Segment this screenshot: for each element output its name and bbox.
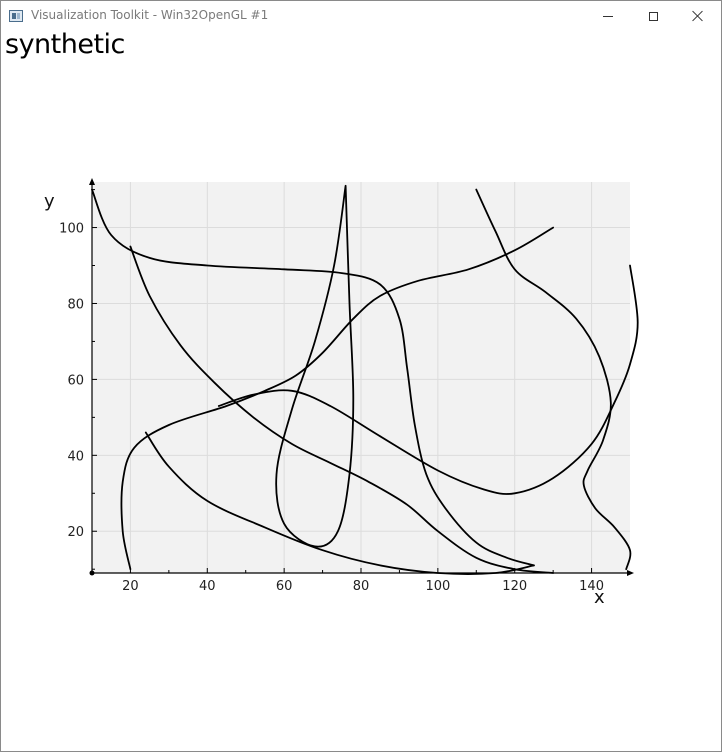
x-axis-arrow bbox=[627, 570, 634, 576]
axis-origin-dot bbox=[89, 570, 95, 576]
x-tick-label: 120 bbox=[502, 579, 527, 594]
x-tick-label: 100 bbox=[425, 579, 450, 594]
minimize-button[interactable] bbox=[585, 1, 631, 31]
y-tick-label: 80 bbox=[67, 297, 84, 312]
y-tick-label: 40 bbox=[67, 449, 84, 464]
y-axis-arrow bbox=[89, 178, 95, 185]
x-tick-label: 80 bbox=[353, 579, 370, 594]
minimize-icon bbox=[603, 15, 613, 17]
vtk-window-icon bbox=[9, 10, 23, 22]
y-axis-label: y bbox=[44, 191, 55, 212]
x-axis-label: x bbox=[594, 587, 605, 608]
series-line-1 bbox=[120, 226, 554, 571]
series-line-7 bbox=[475, 188, 632, 571]
x-tick-label: 20 bbox=[122, 579, 139, 594]
series-line-4 bbox=[275, 184, 355, 548]
title-bar[interactable]: Visualization Toolkit - Win32OpenGL #1 bbox=[1, 1, 721, 31]
maximize-icon bbox=[648, 11, 658, 21]
x-tick-label: 40 bbox=[199, 579, 216, 594]
series-line-6 bbox=[217, 264, 639, 495]
x-tick-label: 140 bbox=[579, 579, 604, 594]
y-tick-label: 60 bbox=[67, 373, 84, 388]
window-title: Visualization Toolkit - Win32OpenGL #1 bbox=[31, 8, 269, 22]
y-tick-label: 20 bbox=[67, 525, 84, 540]
chart-title: synthetic bbox=[5, 29, 125, 60]
x-tick-label: 60 bbox=[276, 579, 293, 594]
maximize-button[interactable] bbox=[630, 1, 676, 31]
series-line-5 bbox=[144, 431, 535, 575]
y-tick-label: 100 bbox=[59, 222, 84, 237]
series-line-3 bbox=[91, 188, 535, 567]
series-line-2 bbox=[129, 245, 554, 574]
